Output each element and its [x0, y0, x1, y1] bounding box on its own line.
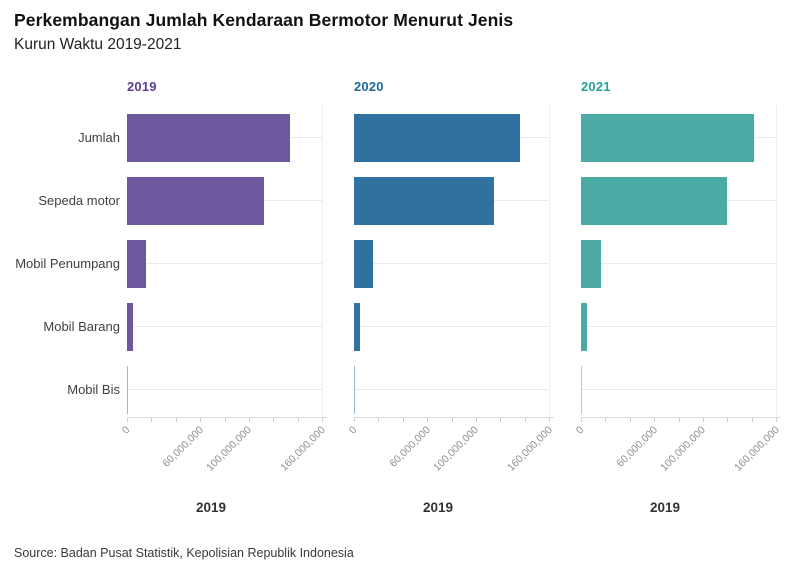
gridline-horizontal — [354, 263, 549, 264]
gridline-horizontal — [354, 326, 549, 327]
bar-jumlah — [127, 113, 290, 162]
chart-title: Perkembangan Jumlah Kendaraan Bermotor M… — [14, 10, 514, 30]
gridline-vertical — [322, 106, 323, 417]
x-axis-tick — [702, 418, 704, 422]
x-axis-tick — [581, 418, 582, 422]
x-axis-tick-label: 0 — [346, 424, 360, 437]
gridline-horizontal — [127, 326, 322, 327]
x-axis-tick — [654, 418, 656, 422]
x-axis-tick-label: 0 — [119, 424, 133, 437]
bar-sepeda-motor — [581, 176, 728, 225]
x-axis-tick-label: 100,000,000 — [204, 424, 255, 474]
x-axis-tick — [200, 418, 202, 422]
bar-mobil-barang — [127, 302, 134, 351]
bar-sepeda-motor — [127, 176, 265, 225]
bar-mobil-barang — [354, 302, 361, 351]
gridline-horizontal — [127, 263, 322, 264]
facet-year-label: 2021 — [581, 79, 611, 94]
x-axis-line — [354, 417, 554, 418]
bar-mobil-bis — [581, 365, 582, 414]
gridline-horizontal — [127, 389, 322, 390]
x-axis-tick — [751, 418, 753, 422]
x-axis-tick — [678, 418, 680, 422]
x-axis-caption: 2019 — [195, 500, 227, 515]
gridline-horizontal — [581, 263, 776, 264]
x-axis-tick — [297, 418, 299, 422]
x-axis-tick — [175, 418, 177, 422]
bar-mobil-penumpang — [127, 239, 146, 288]
chart-subtitle: Kurun Waktu 2019-2021 — [14, 36, 182, 53]
x-axis-tick-label: 60,000,000 — [386, 424, 433, 470]
x-axis-tick — [151, 418, 153, 422]
facet-panel-2021: 2021 0 60,000,000 100,000,000 160,000,000 201… — [574, 0, 782, 575]
category-label: Mobil Barang — [43, 318, 120, 334]
category-label: Mobil Penumpang — [15, 255, 120, 271]
x-axis-tick — [127, 418, 128, 422]
bar-mobil-bis — [127, 365, 128, 414]
x-axis-tick — [727, 418, 729, 422]
bar-jumlah — [581, 113, 755, 162]
x-axis-tick — [402, 418, 404, 422]
category-label: Mobil Bis — [67, 381, 120, 397]
x-axis-tick — [776, 418, 777, 422]
x-axis-line — [127, 417, 327, 418]
bar-mobil-bis — [354, 365, 355, 414]
category-label: Jumlah — [78, 129, 120, 145]
x-axis-caption: 2019 — [422, 500, 454, 515]
gridline-horizontal — [581, 389, 776, 390]
x-axis-tick — [273, 418, 275, 422]
x-axis-tick-label: 100,000,000 — [431, 424, 482, 474]
x-axis-tick — [322, 418, 323, 422]
category-label: Sepeda motor — [38, 192, 120, 208]
x-axis-tick — [427, 418, 429, 422]
bar-mobil-barang — [581, 302, 588, 351]
x-axis-tick — [354, 418, 355, 422]
source-note: Source: Badan Pusat Statistik, Kepolisia… — [14, 546, 354, 560]
x-axis-tick — [629, 418, 631, 422]
x-axis-tick-label: 60,000,000 — [159, 424, 206, 470]
x-axis-tick — [224, 418, 226, 422]
x-axis-tick-label: 100,000,000 — [658, 424, 709, 474]
bar-jumlah — [354, 113, 520, 162]
gridline-horizontal — [581, 326, 776, 327]
x-axis-tick — [524, 418, 526, 422]
gridline-vertical — [549, 106, 550, 417]
facet-panel-2020: 2020 0 60,000,000 100,000,000 160,000,000 201… — [347, 0, 555, 575]
bar-sepeda-motor — [354, 176, 495, 225]
x-axis-tick-label: 160,000,000 — [504, 424, 555, 474]
x-axis-tick — [475, 418, 477, 422]
facet-year-label: 2019 — [127, 79, 157, 94]
x-axis-tick-label: 160,000,000 — [731, 424, 782, 474]
bar-mobil-penumpang — [354, 239, 374, 288]
x-axis-tick — [378, 418, 380, 422]
facet-year-label: 2020 — [354, 79, 384, 94]
x-axis-caption: 2019 — [649, 500, 681, 515]
x-axis-line — [581, 417, 781, 418]
bar-mobil-penumpang — [581, 239, 601, 288]
facet-panel-2019: 2019 0 60,000,000 100,000,000 160,000,000 201… — [120, 0, 328, 575]
x-axis-tick-label: 160,000,000 — [277, 424, 328, 474]
x-axis-tick — [500, 418, 502, 422]
gridline-vertical — [776, 106, 777, 417]
x-axis-tick — [248, 418, 250, 422]
x-axis-tick — [549, 418, 550, 422]
x-axis-tick — [451, 418, 453, 422]
x-axis-tick — [605, 418, 607, 422]
x-axis-tick-label: 0 — [573, 424, 587, 437]
gridline-horizontal — [354, 389, 549, 390]
x-axis-tick-label: 60,000,000 — [613, 424, 660, 470]
